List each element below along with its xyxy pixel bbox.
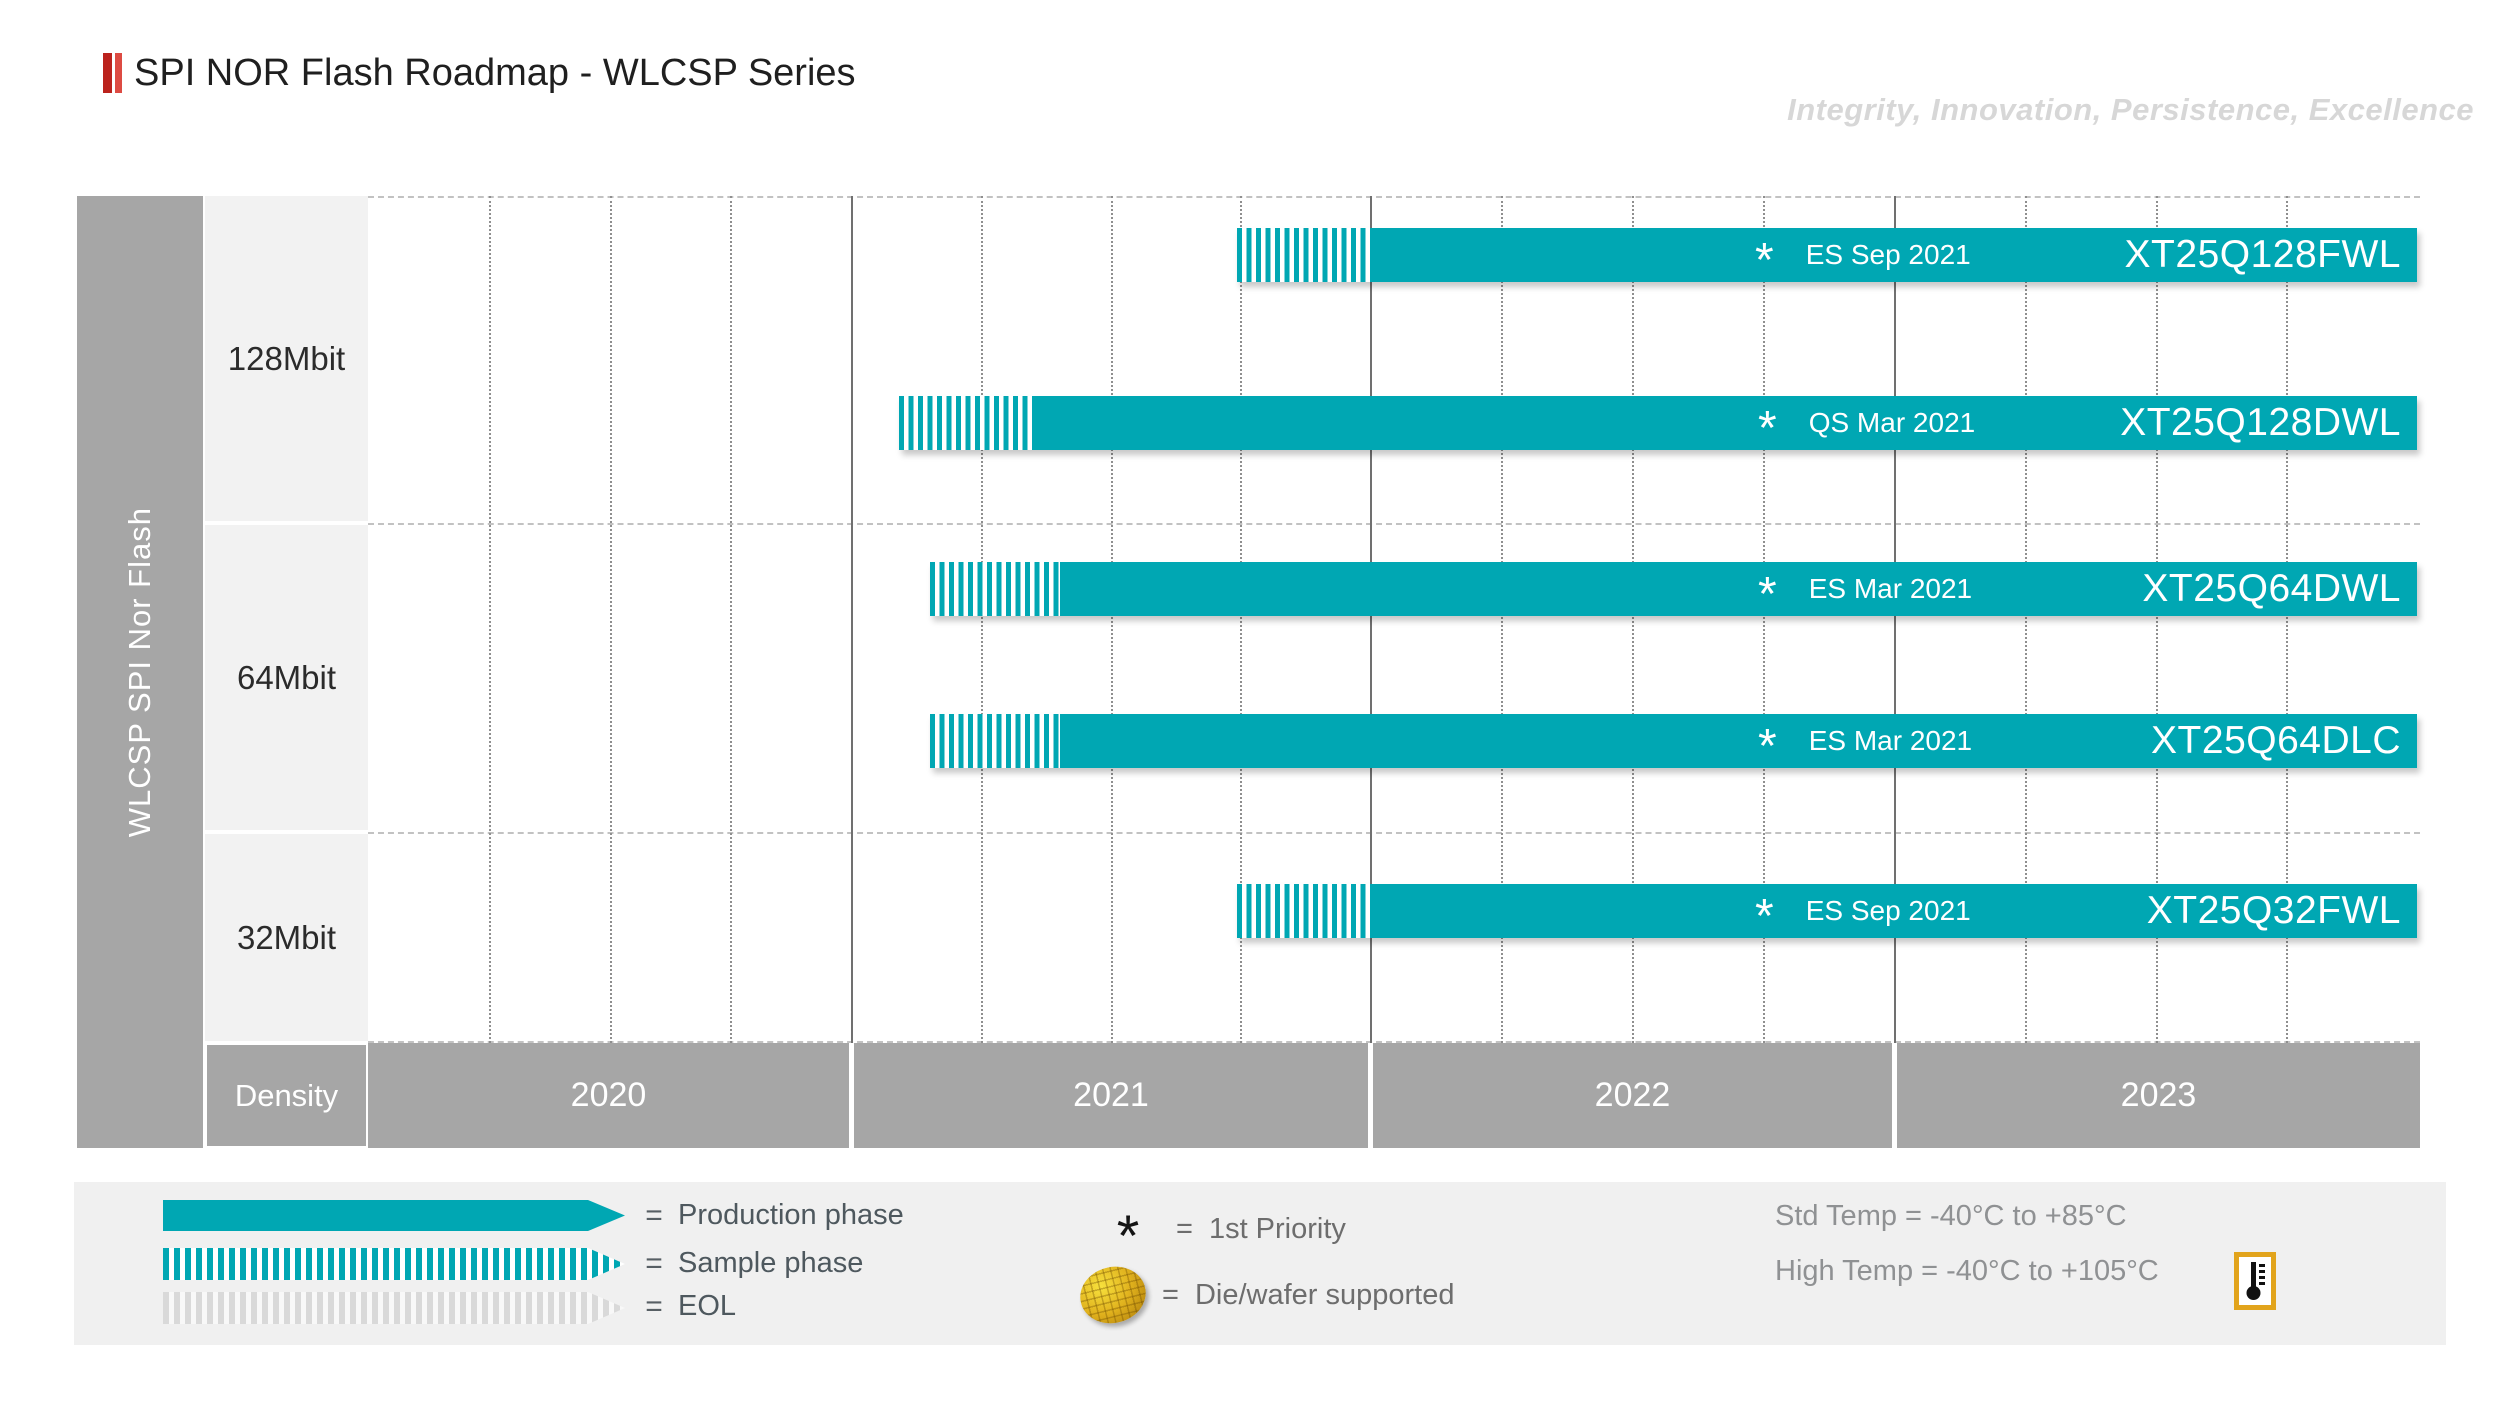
logo-icon: [103, 53, 122, 93]
sample-phase-segment: [930, 714, 1060, 768]
sample-phase-segment: [899, 396, 1036, 450]
row-label-64mbit: 64Mbit: [205, 525, 368, 830]
year-cell-2023: 2023: [1897, 1043, 2420, 1148]
milestone-label: ES Sep 2021: [1805, 239, 1971, 270]
gridline: [2286, 196, 2288, 1043]
row-label-32mbit: 32Mbit: [205, 834, 368, 1041]
milestone-label: ES Sep 2021: [1805, 895, 1971, 926]
std-temp-note: Std Temp = -40°C to +85°C: [1775, 1200, 2127, 1232]
header: SPI NOR Flash Roadmap - WLCSP Series: [103, 48, 856, 98]
year-boundary-line: [1894, 196, 1896, 1043]
sample-phase-segment: [1237, 228, 1370, 282]
legend-label-sample: Sample phase: [678, 1247, 864, 1279]
year-boundary-line: [851, 196, 853, 1043]
year-cell-2022: 2022: [1373, 1043, 1892, 1148]
product-name: XT25Q128DWL: [2120, 401, 2401, 444]
gridline: [368, 523, 2420, 525]
gridline: [368, 196, 2420, 198]
legend-label-eol: EOL: [678, 1290, 737, 1322]
equals-sign: =: [645, 1199, 663, 1232]
roadmap-bar-xt25q32fwl: * ES Sep 2021 XT25Q32FWL: [1237, 884, 2417, 941]
legend-label-production: Production phase: [678, 1199, 904, 1231]
gridline: [2025, 196, 2027, 1043]
gridline: [2156, 196, 2158, 1043]
gridline: [368, 832, 2420, 834]
page-title: SPI NOR Flash Roadmap - WLCSP Series: [134, 51, 856, 94]
sample-phase-arrow-icon: [163, 1248, 625, 1280]
legend: = Production phase = Sample phase = EOL …: [74, 1182, 2446, 1345]
gridline: [489, 196, 491, 1043]
production-phase-segment: * ES Sep 2021 XT25Q32FWL: [1370, 884, 2417, 941]
gridline: [1632, 196, 1634, 1043]
category-band-label: WLCSP SPI Nor Flash: [122, 506, 157, 838]
wafer-icon: [1074, 1259, 1152, 1331]
production-phase-segment: * QS Mar 2021 XT25Q128DWL: [1036, 396, 2417, 453]
gridline: [981, 196, 983, 1043]
logo-bar-icon: [115, 53, 122, 93]
gridline: [1111, 196, 1113, 1043]
equals-sign: =: [645, 1290, 663, 1323]
product-name: XT25Q64DWL: [2142, 567, 2401, 610]
production-phase-segment: * ES Sep 2021 XT25Q128FWL: [1370, 228, 2417, 285]
equals-sign: =: [645, 1247, 663, 1280]
product-name: XT25Q128FWL: [2124, 233, 2401, 276]
gridline: [1240, 196, 1242, 1043]
roadmap-bar-xt25q64dwl: * ES Mar 2021 XT25Q64DWL: [930, 562, 2417, 619]
row-label-128mbit: 128Mbit: [205, 196, 368, 521]
roadmap-bar-xt25q64dlc: * ES Mar 2021 XT25Q64DLC: [930, 714, 2417, 771]
milestone-label: ES Mar 2021: [1808, 573, 1973, 604]
roadmap-bar-xt25q128dwl: * QS Mar 2021 XT25Q128DWL: [899, 396, 2417, 453]
milestone-label: ES Mar 2021: [1808, 725, 1973, 756]
thermometer-icon: [2234, 1252, 2276, 1310]
legend-label-die-wafer: Die/wafer supported: [1194, 1278, 1455, 1311]
eol-arrow-icon: [163, 1292, 625, 1324]
gridline: [1501, 196, 1503, 1043]
gridline: [610, 196, 612, 1043]
company-slogan: Integrity, Innovation, Persistence, Exce…: [1787, 92, 2474, 127]
equals-sign: =: [1176, 1212, 1193, 1245]
production-phase-segment: * ES Mar 2021 XT25Q64DWL: [1060, 562, 2417, 619]
production-phase-arrow-icon: [163, 1200, 625, 1231]
gridline: [368, 1041, 2420, 1043]
product-name: XT25Q64DLC: [2151, 719, 2401, 762]
logo-bar-icon: [103, 53, 112, 93]
legend-label-1st-priority: 1st Priority: [1208, 1212, 1346, 1245]
category-band: WLCSP SPI Nor Flash: [77, 196, 203, 1148]
roadmap-bar-xt25q128fwl: * ES Sep 2021 XT25Q128FWL: [1237, 228, 2417, 285]
product-name: XT25Q32FWL: [2146, 889, 2401, 932]
sample-phase-segment: [1237, 884, 1370, 938]
year-boundary-line: [1370, 196, 1372, 1043]
production-phase-segment: * ES Mar 2021 XT25Q64DLC: [1060, 714, 2417, 771]
year-cell-2021: 2021: [854, 1043, 1368, 1148]
year-cell-2020: 2020: [368, 1043, 849, 1148]
sample-phase-segment: [930, 562, 1060, 616]
gridline: [1763, 196, 1765, 1043]
equals-sign: =: [1162, 1278, 1179, 1311]
gridline: [730, 196, 732, 1043]
high-temp-note: High Temp = -40°C to +105°C: [1775, 1255, 2159, 1287]
milestone-label: QS Mar 2021: [1808, 407, 1976, 438]
density-axis-label: Density: [205, 1043, 368, 1148]
